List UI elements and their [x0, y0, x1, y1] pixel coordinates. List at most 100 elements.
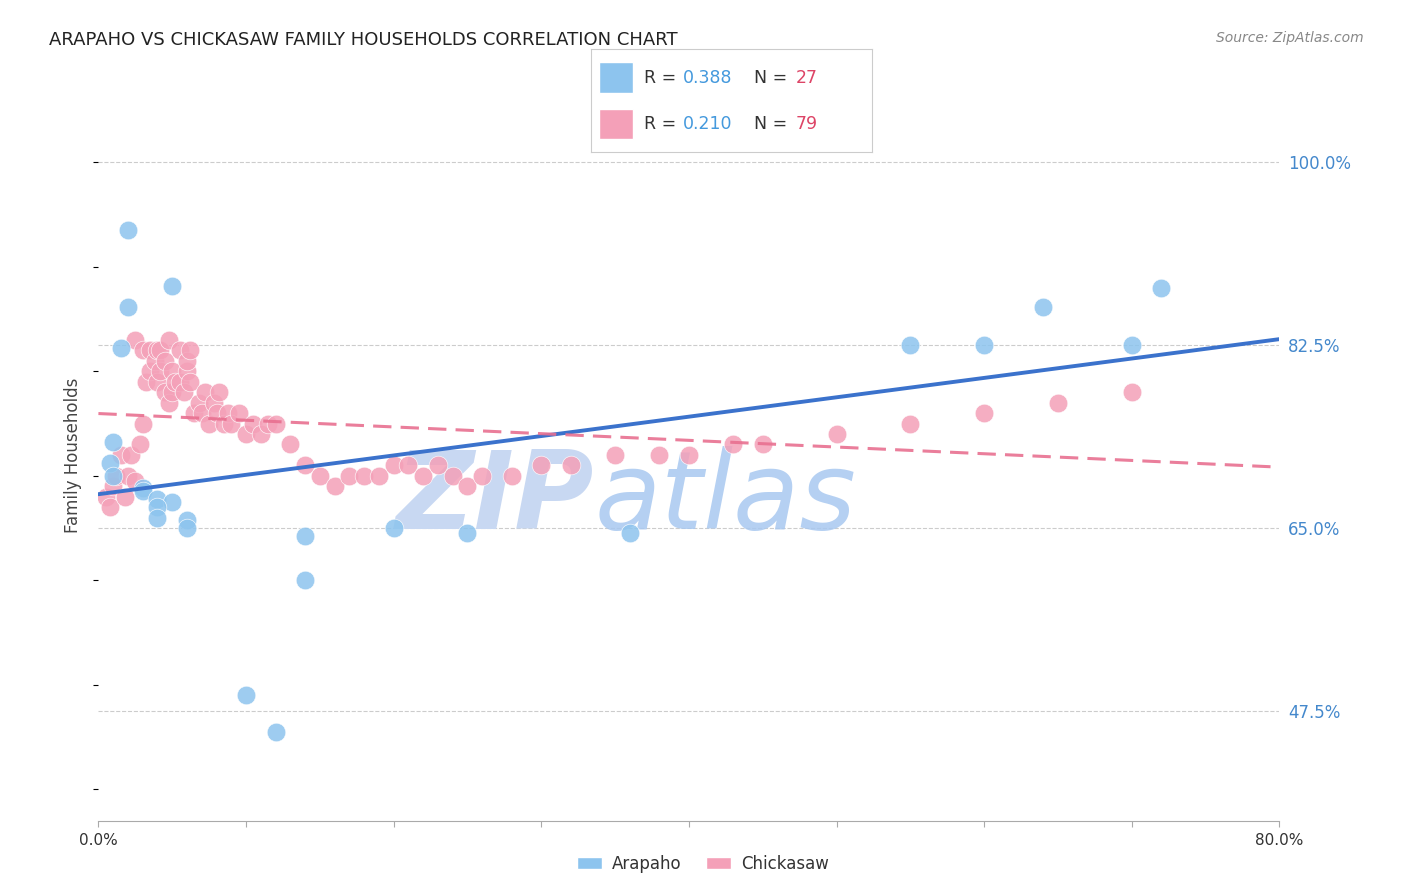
- Text: 79: 79: [796, 115, 818, 133]
- Point: [1046, 395, 1070, 409]
- Point: [530, 458, 553, 473]
- Point: [309, 468, 332, 483]
- Point: [294, 574, 316, 588]
- Text: R =: R =: [644, 69, 682, 87]
- Point: [103, 435, 125, 450]
- Point: [103, 479, 125, 493]
- Point: [98, 456, 121, 470]
- Point: [264, 417, 287, 431]
- Text: 0.388: 0.388: [683, 69, 733, 87]
- Point: [398, 458, 420, 473]
- Point: [132, 417, 155, 431]
- Text: N =: N =: [754, 69, 793, 87]
- Point: [146, 343, 169, 358]
- Point: [294, 529, 316, 543]
- Legend: Arapaho, Chickasaw: Arapaho, Chickasaw: [569, 848, 837, 880]
- Point: [176, 354, 198, 368]
- Point: [221, 417, 243, 431]
- Point: [132, 481, 155, 495]
- Point: [235, 427, 257, 442]
- Point: [723, 437, 745, 451]
- Point: [752, 437, 775, 451]
- Text: atlas: atlas: [595, 446, 856, 551]
- Point: [103, 468, 125, 483]
- Point: [114, 490, 136, 504]
- Point: [139, 343, 162, 358]
- Point: [250, 427, 273, 442]
- Point: [825, 427, 848, 442]
- Point: [198, 417, 221, 431]
- Point: [1121, 385, 1143, 400]
- Point: [560, 458, 582, 473]
- Point: [157, 333, 180, 347]
- Point: [149, 364, 172, 378]
- Point: [900, 417, 922, 431]
- Point: [412, 468, 434, 483]
- Point: [1150, 281, 1173, 295]
- Point: [162, 278, 183, 293]
- Point: [501, 468, 523, 483]
- Point: [1032, 300, 1054, 314]
- Point: [162, 385, 183, 400]
- Point: [368, 468, 391, 483]
- Point: [176, 513, 198, 527]
- Point: [179, 375, 201, 389]
- Text: ARAPAHO VS CHICKASAW FAMILY HOUSEHOLDS CORRELATION CHART: ARAPAHO VS CHICKASAW FAMILY HOUSEHOLDS C…: [49, 31, 678, 49]
- Point: [457, 526, 479, 541]
- Point: [441, 468, 464, 483]
- Point: [648, 448, 671, 462]
- Point: [165, 375, 187, 389]
- Point: [191, 406, 214, 420]
- Point: [120, 448, 142, 462]
- Point: [146, 510, 169, 524]
- Point: [382, 521, 405, 535]
- Point: [162, 364, 183, 378]
- Point: [105, 468, 128, 483]
- Point: [157, 395, 180, 409]
- Point: [208, 385, 231, 400]
- Point: [117, 300, 139, 314]
- Text: 27: 27: [796, 69, 818, 87]
- Point: [471, 468, 494, 483]
- Text: N =: N =: [754, 115, 793, 133]
- Point: [117, 223, 139, 237]
- Point: [323, 479, 346, 493]
- Point: [427, 458, 450, 473]
- Point: [146, 375, 169, 389]
- Point: [353, 468, 375, 483]
- Point: [176, 364, 198, 378]
- FancyBboxPatch shape: [599, 109, 633, 139]
- Point: [605, 448, 627, 462]
- Point: [162, 495, 183, 509]
- Point: [110, 342, 132, 356]
- Point: [169, 375, 191, 389]
- Point: [139, 364, 162, 378]
- Point: [294, 458, 316, 473]
- Point: [194, 385, 217, 400]
- Point: [153, 385, 176, 400]
- Point: [179, 343, 201, 358]
- Point: [132, 343, 155, 358]
- Point: [94, 490, 117, 504]
- Point: [132, 484, 155, 499]
- Point: [217, 406, 239, 420]
- Point: [183, 406, 205, 420]
- Point: [176, 521, 198, 535]
- Text: 0.210: 0.210: [683, 115, 733, 133]
- Point: [228, 406, 250, 420]
- Point: [149, 343, 172, 358]
- Text: ZIP: ZIP: [396, 446, 595, 552]
- Point: [110, 448, 132, 462]
- Point: [619, 526, 641, 541]
- Text: R =: R =: [644, 115, 682, 133]
- Point: [98, 500, 121, 515]
- Y-axis label: Family Households: Family Households: [65, 377, 83, 533]
- Point: [242, 417, 264, 431]
- Point: [146, 491, 169, 506]
- Point: [257, 417, 280, 431]
- Text: Source: ZipAtlas.com: Source: ZipAtlas.com: [1216, 31, 1364, 45]
- Point: [205, 406, 228, 420]
- Point: [153, 354, 176, 368]
- Point: [202, 395, 225, 409]
- Point: [124, 333, 146, 347]
